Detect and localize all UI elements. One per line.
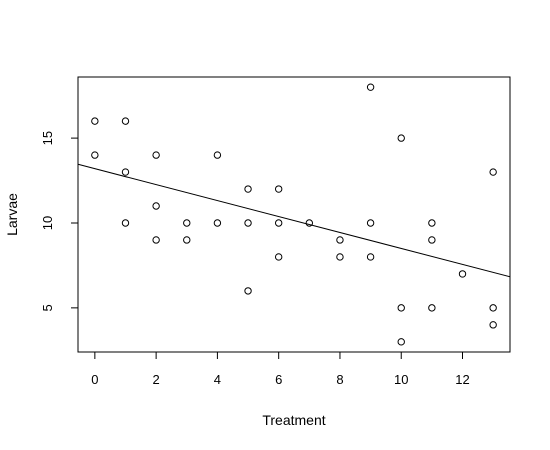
data-point [183, 236, 191, 244]
data-point [489, 304, 497, 312]
data-point [244, 219, 252, 227]
data-point [397, 304, 405, 312]
data-point [121, 117, 130, 125]
y-tick-label: 15 [40, 131, 55, 145]
data-point [458, 270, 467, 278]
data-point [489, 321, 497, 329]
data-point [183, 219, 191, 227]
data-point [336, 253, 344, 261]
data-point [397, 134, 405, 142]
data-point [428, 236, 436, 244]
data-point [121, 219, 130, 227]
data-point [428, 219, 436, 227]
x-axis-title: Treatment [262, 412, 325, 428]
x-tick-label: 4 [214, 372, 221, 387]
x-tick-label: 2 [153, 372, 160, 387]
data-point [397, 338, 405, 346]
data-point [91, 151, 99, 159]
y-tick-label: 10 [40, 216, 55, 230]
data-points [91, 83, 497, 346]
data-point [152, 151, 160, 159]
data-point [213, 151, 222, 159]
x-tick-label: 10 [394, 372, 408, 387]
data-point [274, 253, 283, 261]
data-point [152, 202, 160, 210]
x-tick-label: 12 [455, 372, 469, 387]
data-point [366, 219, 375, 227]
y-axis: 5 10 15 [40, 131, 79, 311]
x-tick-label: 6 [275, 372, 282, 387]
data-point [489, 168, 497, 176]
x-tick-label: 8 [336, 372, 343, 387]
data-point [91, 117, 99, 125]
data-point [428, 304, 436, 312]
data-point [213, 219, 222, 227]
data-point [152, 236, 160, 244]
data-point [305, 219, 314, 227]
x-tick-label: 0 [91, 372, 98, 387]
data-point [274, 185, 283, 193]
x-axis: 0 2 4 6 8 10 12 [91, 351, 470, 387]
data-point [244, 287, 252, 295]
data-point [274, 219, 283, 227]
data-point [336, 236, 344, 244]
y-axis-title: Larvae [4, 193, 20, 236]
y-tick-label: 5 [40, 304, 55, 311]
plot-frame [77, 76, 511, 353]
data-point [366, 253, 375, 261]
data-point [121, 168, 130, 176]
data-point [366, 83, 375, 91]
data-point [244, 185, 252, 193]
regression-line [77, 163, 511, 278]
